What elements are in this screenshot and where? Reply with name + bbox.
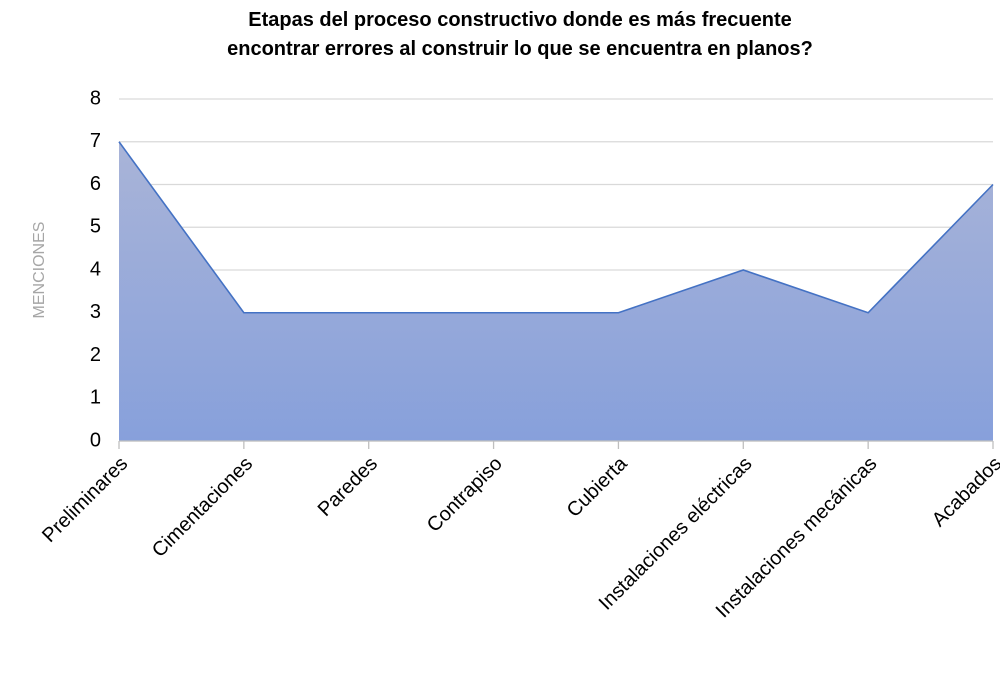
y-tick-label: 1 (90, 387, 101, 409)
x-tick-label: Cubierta (563, 452, 633, 522)
y-tick-label: 3 (90, 301, 101, 323)
y-tick-label: 2 (90, 344, 101, 366)
y-tick-label: 4 (90, 258, 101, 280)
x-tick-label: Preliminares (38, 453, 132, 547)
x-tick-label: Contrapiso (423, 453, 507, 537)
y-axis-label: MENCIONES (31, 222, 48, 319)
x-tick-label: Cimentaciones (148, 453, 257, 562)
chart-title: encontrar errores al construir lo que se… (227, 38, 813, 60)
chart-title: Etapas del proceso constructivo donde es… (248, 9, 792, 31)
x-tick-label: Acabados (928, 453, 1000, 531)
area-line (118, 141, 994, 314)
y-tick-label: 7 (90, 130, 101, 152)
y-tick-label: 8 (90, 87, 101, 109)
y-tick-label: 0 (90, 429, 101, 451)
y-tick-label: 6 (90, 173, 101, 195)
area (119, 141, 993, 441)
x-tick-label: Paredes (314, 453, 382, 521)
y-tick-label: 5 (90, 216, 101, 238)
